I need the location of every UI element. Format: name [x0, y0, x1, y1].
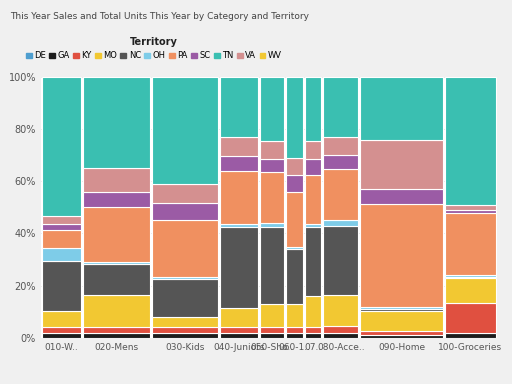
Bar	[286, 192, 303, 247]
Bar	[152, 276, 218, 279]
Bar	[220, 333, 258, 338]
Bar	[260, 328, 284, 333]
Bar	[152, 77, 218, 184]
Bar	[324, 295, 358, 326]
Bar	[445, 278, 496, 303]
Bar	[286, 333, 303, 338]
Bar	[83, 263, 150, 295]
Bar	[42, 224, 81, 230]
Legend: DE, GA, KY, MO, NC, OH, PA, SC, TN, VA, WV: DE, GA, KY, MO, NC, OH, PA, SC, TN, VA, …	[23, 34, 285, 64]
Bar	[360, 335, 443, 338]
Bar	[83, 262, 150, 263]
Bar	[260, 172, 284, 223]
Bar	[83, 328, 150, 333]
Bar	[324, 137, 358, 155]
Bar	[42, 230, 81, 248]
Bar	[42, 261, 81, 311]
Text: This Year Sales and Total Units This Year by Category and Territory: This Year Sales and Total Units This Yea…	[10, 12, 309, 20]
Bar	[324, 169, 358, 220]
Bar	[324, 333, 358, 338]
Bar	[260, 227, 284, 304]
Bar	[286, 304, 303, 328]
Bar	[305, 159, 322, 175]
Bar	[360, 309, 443, 311]
Bar	[83, 333, 150, 338]
Bar	[152, 317, 218, 328]
Bar	[305, 328, 322, 333]
Bar	[83, 168, 150, 192]
Bar	[324, 155, 358, 169]
Bar	[324, 77, 358, 137]
Bar	[152, 220, 218, 276]
Bar	[445, 276, 496, 278]
Bar	[360, 140, 443, 189]
Bar	[83, 77, 150, 168]
Bar	[42, 248, 81, 261]
Bar	[360, 307, 443, 309]
Bar	[305, 77, 322, 141]
Bar	[445, 77, 496, 205]
Bar	[152, 279, 218, 317]
Bar	[305, 333, 322, 338]
Bar	[324, 326, 358, 333]
Bar	[305, 175, 322, 224]
Bar	[220, 77, 258, 137]
Bar	[83, 192, 150, 207]
Bar	[42, 328, 81, 333]
Bar	[360, 311, 443, 331]
Bar	[260, 223, 284, 227]
Bar	[83, 207, 150, 262]
Bar	[445, 275, 496, 276]
Bar	[445, 333, 496, 338]
Bar	[360, 204, 443, 307]
Bar	[152, 328, 218, 333]
Bar	[286, 249, 303, 304]
Bar	[260, 159, 284, 172]
Bar	[286, 247, 303, 249]
Bar	[152, 184, 218, 204]
Bar	[360, 77, 443, 140]
Bar	[152, 333, 218, 338]
Bar	[286, 77, 303, 158]
Bar	[360, 331, 443, 335]
Bar	[220, 137, 258, 156]
Bar	[286, 175, 303, 192]
Bar	[42, 311, 81, 328]
Bar	[260, 77, 284, 141]
Bar	[324, 226, 358, 295]
Bar	[305, 227, 322, 296]
Bar	[152, 204, 218, 220]
Bar	[220, 171, 258, 224]
Bar	[286, 158, 303, 175]
Bar	[220, 308, 258, 328]
Bar	[42, 333, 81, 338]
Bar	[305, 224, 322, 227]
Bar	[220, 156, 258, 171]
Bar	[445, 210, 496, 213]
Bar	[324, 220, 358, 226]
Bar	[42, 77, 81, 217]
Bar	[260, 333, 284, 338]
Bar	[260, 304, 284, 328]
Bar	[445, 205, 496, 210]
Bar	[220, 224, 258, 227]
Bar	[42, 217, 81, 224]
Bar	[305, 296, 322, 328]
Bar	[445, 213, 496, 275]
Bar	[445, 303, 496, 333]
Bar	[220, 227, 258, 308]
Bar	[260, 141, 284, 159]
Bar	[305, 141, 322, 159]
Bar	[286, 328, 303, 333]
Bar	[360, 189, 443, 204]
Bar	[83, 295, 150, 328]
Bar	[220, 328, 258, 333]
